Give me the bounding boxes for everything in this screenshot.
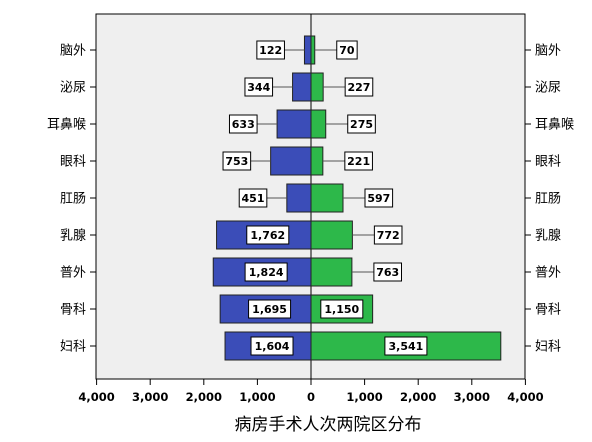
data-label-box-right [336,40,358,60]
category-label-left: 骨科 [60,303,86,318]
category-label-right: 乳腺 [535,229,561,244]
data-label-box-right [373,262,402,282]
data-label-right: 597 [367,192,390,205]
data-label-box-right [344,77,374,97]
data-label-box-left [244,262,288,282]
data-label-right: 227 [347,81,370,94]
x-tick-label: 2,000 [400,390,436,404]
data-label-box-right [384,336,428,356]
category-label-left: 眼科 [60,155,86,170]
x-tick-label: 4,000 [78,390,114,404]
x-axis-title: 病房手术人次两院区分布 [235,415,422,435]
category-label-left: 泌尿 [60,81,86,96]
category-label-left: 耳鼻喉 [47,117,86,133]
bar-left [286,183,312,213]
data-label-right: 3,541 [389,340,424,353]
bar-right [310,257,353,287]
data-label-box-right [347,114,376,134]
bar-left [303,35,312,65]
x-tick-label: 2,000 [186,390,222,404]
data-label-box-right [344,151,373,171]
bar-right [310,183,344,213]
x-tick-label: 1,000 [346,390,382,404]
category-label-left: 普外 [60,266,86,281]
category-label-right: 眼科 [535,155,561,170]
category-label-left: 脑外 [60,44,86,59]
category-label-right: 耳鼻喉 [535,117,574,133]
data-label-box-right [320,299,364,319]
data-labels: 122 70 344 227 633 275 753 221 451 597 1,762 772 1,8… [222,40,428,356]
data-label-right: 772 [377,229,400,242]
data-label-right: 70 [339,44,355,57]
data-label-box-right [364,188,394,208]
category-label-right: 骨科 [535,303,561,318]
x-tick-label: 3,000 [454,390,490,404]
category-label-right: 普外 [535,266,561,281]
x-axis-ticks: 4,000 3,000 2,000 1,000 0 1,000 2,000 3,000 4,00… [78,379,544,404]
category-label-right: 肛肠 [535,192,561,207]
data-label-box-left [238,188,268,208]
data-label-left: 633 [232,118,255,131]
bar-left [270,146,312,176]
category-label-left: 乳腺 [60,229,86,244]
x-tick-label: 3,000 [132,390,168,404]
category-label-right: 脑外 [535,44,561,59]
bar-left [292,72,312,102]
bar-right [310,220,353,250]
data-label-left: 1,695 [252,303,287,316]
category-label-right: 泌尿 [535,81,561,96]
data-label-box-left [246,225,290,245]
data-label-box-left [222,151,252,171]
category-label-right: 妇科 [535,339,561,355]
data-label-right: 221 [347,155,370,168]
data-label-left: 1,762 [250,229,285,242]
bar-right [310,72,324,102]
data-label-right: 1,150 [324,303,359,316]
category-label-left: 妇科 [60,339,86,355]
category-label-left: 肛肠 [60,192,86,207]
bar-right [310,146,324,176]
data-label-right: 275 [350,118,373,131]
data-label-left: 1,824 [249,266,284,279]
x-tick-label: 0 [307,390,315,404]
data-label-left: 451 [242,192,265,205]
data-label-box-left [256,40,285,60]
data-label-box-left [228,114,258,134]
bar-right [310,109,327,139]
bar-right [310,35,316,65]
x-tick-label: 1,000 [239,390,275,404]
data-label-left: 1,604 [255,340,290,353]
x-tick-label: 4,000 [507,390,543,404]
data-label-right: 763 [376,266,399,279]
data-label-box-left [250,336,294,356]
data-label-box-right [373,225,403,245]
data-label-box-left [248,299,292,319]
bar-left [276,109,312,139]
data-label-left: 344 [247,81,270,94]
data-label-left: 122 [259,44,282,57]
data-label-left: 753 [225,155,248,168]
data-label-box-left [244,77,274,97]
